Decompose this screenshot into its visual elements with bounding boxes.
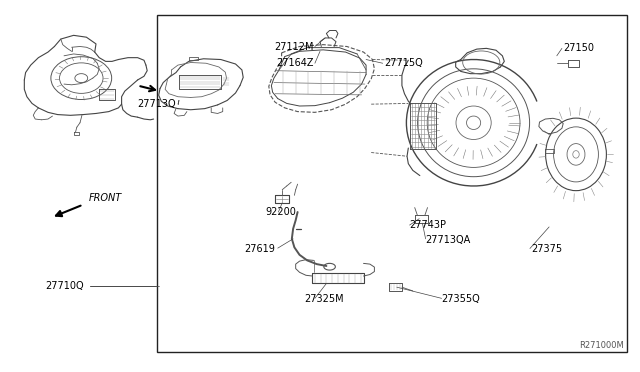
Text: R271000M: R271000M (579, 341, 624, 350)
Text: 27325M: 27325M (304, 295, 344, 304)
Text: 27150: 27150 (563, 44, 594, 53)
Text: 27743P: 27743P (410, 220, 447, 230)
Text: 27355Q: 27355Q (442, 295, 481, 304)
Text: 27715Q: 27715Q (384, 58, 423, 68)
Text: 27112M: 27112M (274, 42, 314, 51)
Text: 27713QA: 27713QA (426, 235, 471, 245)
Bar (157, 15, 627, 352)
Text: 27619: 27619 (244, 244, 275, 254)
Text: 27164Z: 27164Z (276, 58, 314, 68)
Text: 27710Q: 27710Q (45, 282, 83, 291)
Text: FRONT: FRONT (88, 193, 122, 203)
Text: 92200: 92200 (266, 207, 296, 217)
Text: 27375: 27375 (531, 244, 563, 254)
Text: 27713Q: 27713Q (138, 99, 176, 109)
